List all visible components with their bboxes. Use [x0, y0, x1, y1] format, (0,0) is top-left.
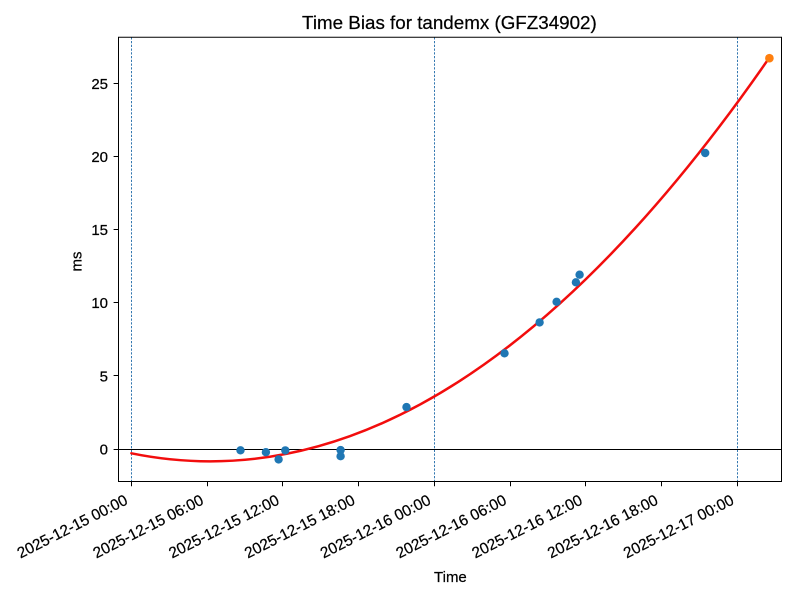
- svg-text:15: 15: [91, 222, 108, 239]
- svg-text:ms: ms: [69, 252, 86, 272]
- svg-text:0: 0: [100, 441, 108, 458]
- svg-text:Time Bias for tandemx (GFZ3490: Time Bias for tandemx (GFZ34902): [302, 12, 597, 33]
- svg-text:20: 20: [91, 149, 108, 166]
- svg-text:5: 5: [100, 368, 108, 385]
- svg-text:10: 10: [91, 295, 108, 312]
- svg-text:Time: Time: [434, 569, 467, 586]
- svg-text:25: 25: [91, 76, 108, 93]
